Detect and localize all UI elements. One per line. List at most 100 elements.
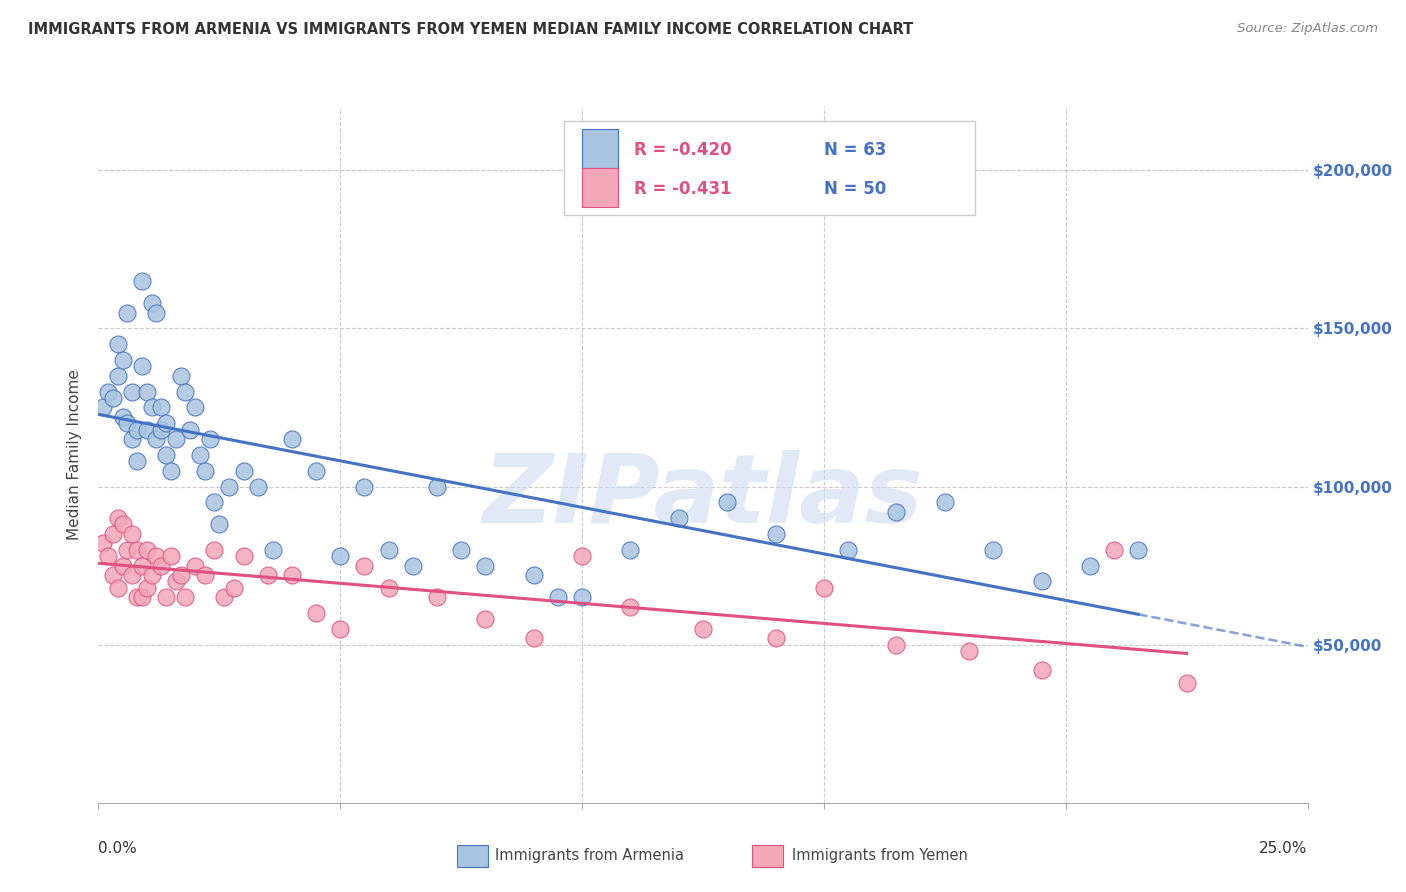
Point bbox=[198, 432, 221, 446]
Point bbox=[101, 391, 124, 405]
Text: Immigrants from Yemen: Immigrants from Yemen bbox=[792, 848, 967, 863]
Point bbox=[131, 359, 153, 374]
Point bbox=[281, 568, 304, 582]
Point bbox=[619, 542, 641, 557]
Text: 0.0%: 0.0% bbox=[98, 841, 138, 856]
Point bbox=[145, 432, 167, 446]
Point bbox=[194, 568, 217, 582]
Point bbox=[934, 495, 956, 509]
Point bbox=[716, 495, 738, 509]
Point bbox=[208, 517, 231, 532]
Point bbox=[131, 558, 153, 573]
Text: R = -0.431: R = -0.431 bbox=[634, 180, 731, 198]
Point bbox=[281, 432, 304, 446]
Point bbox=[329, 549, 352, 563]
Point bbox=[232, 464, 254, 478]
Text: IMMIGRANTS FROM ARMENIA VS IMMIGRANTS FROM YEMEN MEDIAN FAMILY INCOME CORRELATIO: IMMIGRANTS FROM ARMENIA VS IMMIGRANTS FR… bbox=[28, 22, 914, 37]
Point bbox=[141, 296, 163, 310]
Point bbox=[218, 479, 240, 493]
Point bbox=[184, 558, 207, 573]
Point bbox=[135, 581, 157, 595]
Point bbox=[145, 549, 167, 563]
Point bbox=[523, 568, 546, 582]
Point bbox=[353, 558, 375, 573]
Point bbox=[107, 511, 129, 525]
Text: N = 50: N = 50 bbox=[824, 180, 886, 198]
Point bbox=[145, 305, 167, 319]
Text: Immigrants from Armenia: Immigrants from Armenia bbox=[495, 848, 683, 863]
Point bbox=[262, 542, 284, 557]
Point bbox=[131, 274, 153, 288]
Point bbox=[107, 368, 129, 383]
Point bbox=[571, 549, 593, 563]
Point bbox=[474, 558, 496, 573]
Point bbox=[247, 479, 270, 493]
Point bbox=[127, 454, 149, 468]
Point bbox=[111, 517, 134, 532]
Point bbox=[1031, 663, 1053, 677]
Point bbox=[121, 432, 143, 446]
Point bbox=[121, 568, 143, 582]
Point bbox=[160, 464, 183, 478]
Point bbox=[957, 644, 980, 658]
Point bbox=[765, 632, 787, 646]
Point bbox=[377, 581, 399, 595]
Point bbox=[155, 448, 177, 462]
Bar bbox=[564, 121, 976, 215]
Point bbox=[141, 568, 163, 582]
Text: R = -0.420: R = -0.420 bbox=[634, 141, 731, 159]
Point bbox=[329, 622, 352, 636]
Point bbox=[165, 432, 187, 446]
Point bbox=[426, 591, 449, 605]
Point bbox=[450, 542, 472, 557]
Point bbox=[107, 337, 129, 351]
Point bbox=[127, 542, 149, 557]
Point bbox=[101, 568, 124, 582]
Point bbox=[571, 591, 593, 605]
Point bbox=[1102, 542, 1125, 557]
Point bbox=[668, 511, 690, 525]
Point bbox=[169, 368, 191, 383]
Point bbox=[127, 591, 149, 605]
Point bbox=[91, 536, 114, 550]
Point bbox=[160, 549, 183, 563]
Text: N = 63: N = 63 bbox=[824, 141, 886, 159]
Point bbox=[135, 542, 157, 557]
Point bbox=[97, 384, 120, 399]
Point bbox=[886, 638, 908, 652]
Point bbox=[101, 527, 124, 541]
Point bbox=[377, 542, 399, 557]
Point bbox=[174, 384, 197, 399]
Point bbox=[188, 448, 211, 462]
Point bbox=[212, 591, 235, 605]
Point bbox=[121, 527, 143, 541]
Point bbox=[353, 479, 375, 493]
Point bbox=[222, 581, 245, 595]
Point bbox=[886, 505, 908, 519]
Point bbox=[111, 409, 134, 424]
Point bbox=[547, 591, 569, 605]
Point bbox=[111, 558, 134, 573]
Point bbox=[117, 417, 139, 431]
Point bbox=[813, 581, 835, 595]
Point bbox=[204, 495, 226, 509]
Text: ZIPatlas: ZIPatlas bbox=[482, 450, 924, 543]
Point bbox=[150, 401, 173, 415]
Point bbox=[169, 568, 191, 582]
Point bbox=[765, 527, 787, 541]
Point bbox=[1031, 574, 1053, 589]
Point bbox=[165, 574, 187, 589]
Point bbox=[107, 581, 129, 595]
Point bbox=[194, 464, 217, 478]
Point bbox=[111, 353, 134, 368]
Point bbox=[155, 591, 177, 605]
Point bbox=[121, 384, 143, 399]
Point bbox=[692, 622, 714, 636]
Point bbox=[150, 558, 173, 573]
Point bbox=[232, 549, 254, 563]
Point bbox=[117, 305, 139, 319]
Point bbox=[184, 401, 207, 415]
Point bbox=[150, 423, 173, 437]
Text: Source: ZipAtlas.com: Source: ZipAtlas.com bbox=[1237, 22, 1378, 36]
Point bbox=[97, 549, 120, 563]
